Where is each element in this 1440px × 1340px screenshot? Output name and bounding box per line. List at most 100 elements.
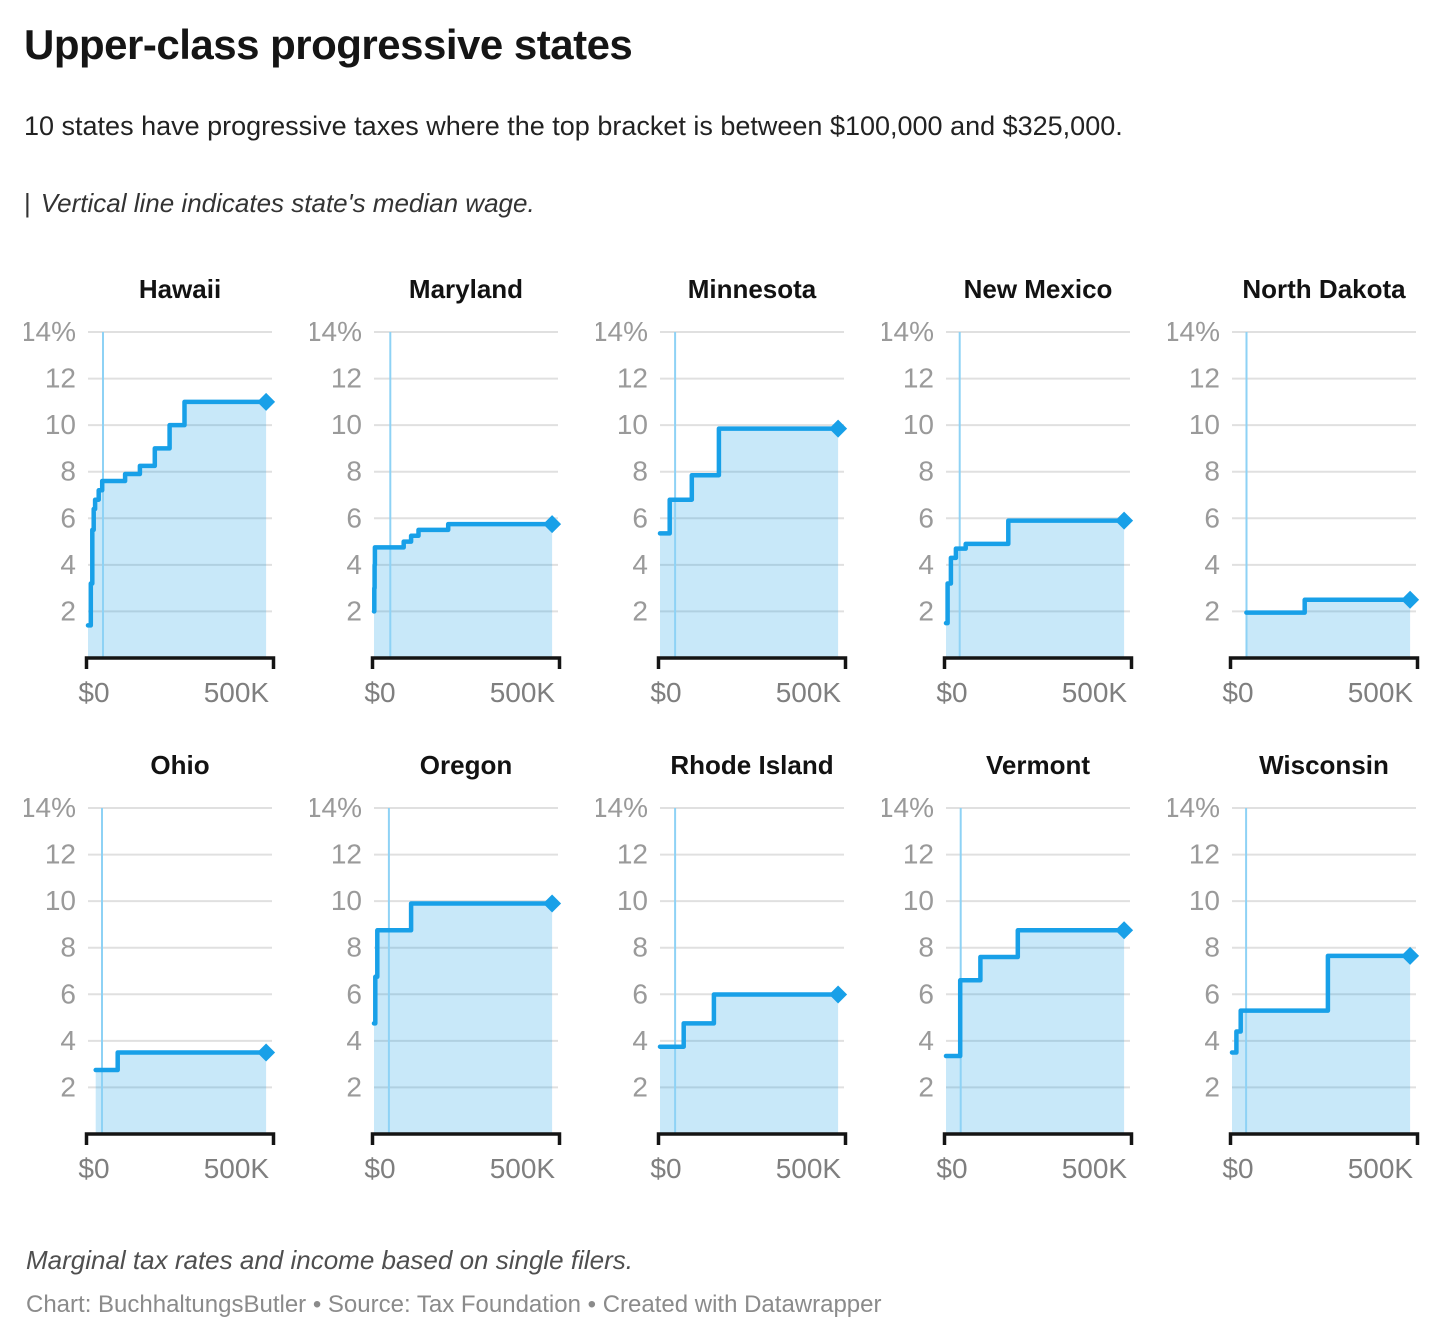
chart-footnote: Marginal tax rates and income based on s… xyxy=(26,1245,633,1275)
y-tick-label: 4 xyxy=(346,1025,362,1056)
state-chart-maryland: Maryland 2 4 6 8 10 12 14% $0 500K xyxy=(310,272,596,718)
y-tick-label: 6 xyxy=(632,978,648,1009)
x-tick-label: $0 xyxy=(650,1153,681,1184)
y-tick-label: 12 xyxy=(1189,363,1220,394)
y-tick-label: 8 xyxy=(346,456,362,487)
x-tick-label: 500K xyxy=(490,677,556,708)
tax-rate-area-fill xyxy=(374,524,553,658)
tax-rate-step-line xyxy=(657,426,841,536)
state-chart-minnesota: Minnesota 2 4 6 8 10 12 14% $0 500K xyxy=(596,272,882,718)
x-axis-line xyxy=(1228,656,1420,669)
top-rate-marker xyxy=(1115,921,1134,940)
y-tick-label: 2 xyxy=(918,1071,934,1102)
state-title: Vermont xyxy=(985,750,1091,780)
x-tick-label: 500K xyxy=(776,677,842,708)
y-tick-label: 4 xyxy=(60,1025,76,1056)
tax-rate-step-line xyxy=(371,901,555,1026)
tax-rate-area-fill xyxy=(1232,955,1411,1134)
top-rate-marker xyxy=(829,985,848,1004)
y-tick-label: 8 xyxy=(1204,932,1220,963)
y-tick-label: 8 xyxy=(918,456,934,487)
y-tick-label: 14% xyxy=(882,792,934,823)
tax-rate-step-line xyxy=(371,521,555,614)
y-tick-label: 12 xyxy=(331,839,362,870)
y-tick-label: 10 xyxy=(903,885,934,916)
top-rate-marker xyxy=(543,515,562,534)
legend-bar: | xyxy=(24,188,31,218)
chart-credit: Chart: BuchhaltungsButler • Source: Tax … xyxy=(26,1291,882,1318)
top-rate-marker xyxy=(543,894,562,913)
x-axis-line xyxy=(84,1132,276,1145)
y-tick-label: 14% xyxy=(310,792,362,823)
x-tick-label: 500K xyxy=(1062,677,1128,708)
state-chart-new-mexico: New Mexico 2 4 6 8 10 12 14% $0 500K xyxy=(882,272,1168,718)
y-tick-label: 4 xyxy=(1204,1025,1220,1056)
y-tick-label: 14% xyxy=(1168,316,1220,347)
y-tick-label: 4 xyxy=(346,549,362,580)
tax-rate-area-fill xyxy=(374,903,553,1134)
x-axis-line xyxy=(84,656,276,669)
y-tick-label: 2 xyxy=(918,595,934,626)
y-tick-label: 14% xyxy=(596,316,648,347)
tax-rate-area-fill xyxy=(946,930,1125,1134)
x-tick-label: $0 xyxy=(650,677,681,708)
x-tick-label: $0 xyxy=(364,677,395,708)
y-tick-label: 12 xyxy=(45,363,76,394)
y-tick-label: 4 xyxy=(918,1025,934,1056)
x-axis-line xyxy=(370,1132,562,1145)
y-tick-label: 6 xyxy=(918,502,934,533)
y-tick-label: 6 xyxy=(60,502,76,533)
state-plot: 2 4 6 8 10 12 14% $0 500K xyxy=(882,792,1134,1184)
y-tick-label: 8 xyxy=(632,456,648,487)
tax-rate-step-line xyxy=(85,399,269,628)
state-title: North Dakota xyxy=(1242,274,1406,304)
y-tick-label: 14% xyxy=(596,792,648,823)
y-tick-label: 2 xyxy=(1204,1071,1220,1102)
state-plot: 2 4 6 8 10 12 14% $0 500K xyxy=(24,792,276,1184)
state-chart-vermont: Vermont 2 4 6 8 10 12 14% $0 500K xyxy=(882,748,1168,1194)
y-tick-label: 2 xyxy=(60,595,76,626)
y-tick-label: 2 xyxy=(346,595,362,626)
chart-subtitle: 10 states have progressive taxes where t… xyxy=(24,111,1123,141)
x-tick-label: 500K xyxy=(776,1153,842,1184)
tax-rate-step-line xyxy=(1229,953,1413,1055)
top-rate-marker xyxy=(257,1043,276,1062)
y-tick-label: 6 xyxy=(1204,502,1220,533)
top-rate-marker xyxy=(257,392,276,411)
tax-rate-area-fill xyxy=(88,401,267,658)
state-title: New Mexico xyxy=(963,274,1113,304)
state-plot: 2 4 6 8 10 12 14% $0 500K xyxy=(596,792,848,1184)
y-tick-label: 8 xyxy=(632,932,648,963)
y-tick-label: 2 xyxy=(1204,595,1220,626)
y-tick-label: 14% xyxy=(24,316,76,347)
state-chart-oregon: Oregon 2 4 6 8 10 12 14% $0 500K xyxy=(310,748,596,1194)
state-chart-rhode-island: Rhode Island 2 4 6 8 10 12 14% $0 500K xyxy=(596,748,882,1194)
y-tick-label: 6 xyxy=(1204,978,1220,1009)
tax-rate-area-fill xyxy=(946,520,1125,658)
y-tick-label: 10 xyxy=(45,885,76,916)
y-tick-label: 4 xyxy=(60,549,76,580)
y-tick-label: 2 xyxy=(632,1071,648,1102)
y-tick-label: 8 xyxy=(918,932,934,963)
y-tick-label: 10 xyxy=(617,885,648,916)
state-plot: 2 4 6 8 10 12 14% $0 500K xyxy=(24,316,276,708)
y-tick-label: 12 xyxy=(617,839,648,870)
y-tick-label: 14% xyxy=(882,316,934,347)
y-tick-label: 4 xyxy=(632,1025,648,1056)
state-title: Rhode Island xyxy=(670,750,834,780)
tax-rate-step-line xyxy=(657,992,841,1049)
tax-rate-step-line xyxy=(93,1050,269,1073)
state-title: Wisconsin xyxy=(1259,750,1389,780)
x-tick-label: $0 xyxy=(936,1153,967,1184)
state-title: Minnesota xyxy=(687,274,817,304)
y-tick-label: 2 xyxy=(346,1071,362,1102)
y-tick-label: 6 xyxy=(60,978,76,1009)
x-tick-label: 500K xyxy=(1348,1153,1414,1184)
y-tick-label: 6 xyxy=(346,978,362,1009)
top-rate-marker xyxy=(829,419,848,438)
state-plot: 2 4 6 8 10 12 14% $0 500K xyxy=(1168,792,1420,1184)
x-tick-label: $0 xyxy=(1222,1153,1253,1184)
tax-rate-area-fill xyxy=(1246,599,1411,658)
y-tick-label: 14% xyxy=(310,316,362,347)
x-tick-label: 500K xyxy=(490,1153,556,1184)
